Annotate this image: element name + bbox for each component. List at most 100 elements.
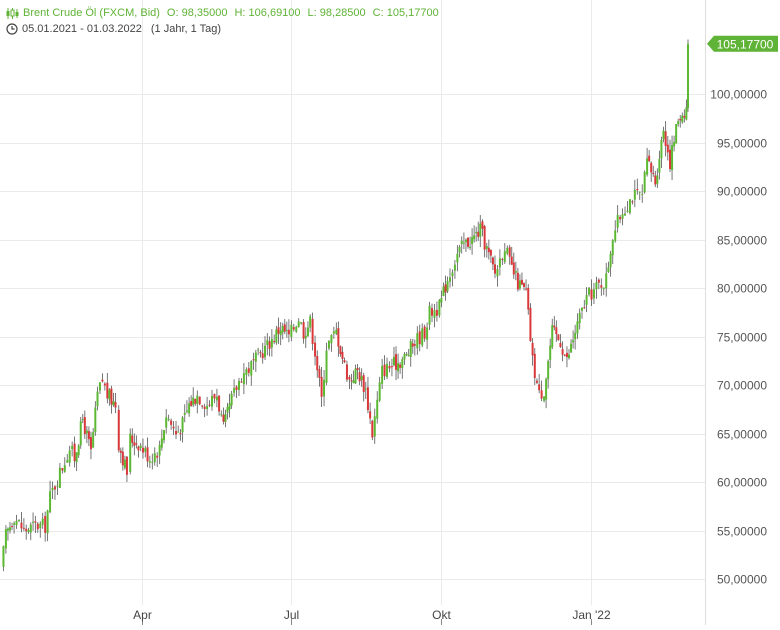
candle-body xyxy=(666,144,669,153)
candle-body xyxy=(273,341,276,343)
candle-body xyxy=(119,450,122,453)
candle-body xyxy=(46,510,49,534)
candle-body xyxy=(6,528,9,531)
candle-body xyxy=(371,420,374,438)
candle-body xyxy=(636,189,639,191)
candle-body xyxy=(103,383,106,386)
candle-body xyxy=(407,355,410,357)
candle-body xyxy=(208,404,211,406)
candle-body xyxy=(428,305,431,325)
candle-body xyxy=(356,368,359,370)
candle-body xyxy=(27,530,30,532)
candle-body xyxy=(348,376,351,380)
candle-body xyxy=(135,443,138,445)
candle-body xyxy=(514,271,517,273)
candle-body xyxy=(22,527,25,529)
candle-body xyxy=(68,450,71,463)
candle-body xyxy=(252,359,255,361)
candle-body xyxy=(585,295,588,305)
candle-body xyxy=(306,327,309,337)
candle-body xyxy=(20,522,23,529)
candle-body xyxy=(540,390,543,399)
candle-body xyxy=(570,343,573,353)
candle-body xyxy=(345,364,348,380)
candle-body xyxy=(194,398,197,404)
candle-body xyxy=(110,388,113,405)
candle-body xyxy=(489,249,492,256)
candle-body xyxy=(85,430,88,434)
candle-body xyxy=(602,287,605,290)
candle-body xyxy=(292,327,295,330)
candle-body xyxy=(44,515,47,533)
candle-body xyxy=(671,145,674,171)
candle-body xyxy=(175,431,178,435)
candle-body xyxy=(578,312,581,324)
high-value: H: 106,69100 xyxy=(234,7,301,19)
candle-body xyxy=(568,354,571,359)
candle-body xyxy=(125,456,128,475)
candle-body xyxy=(549,345,552,360)
candle-body xyxy=(483,226,486,250)
candle-body xyxy=(41,518,44,525)
candle-body xyxy=(641,194,644,196)
candle-body xyxy=(206,405,209,410)
candle-body xyxy=(449,277,452,282)
candle-body xyxy=(350,380,353,382)
candle-body xyxy=(660,140,663,159)
candle-body xyxy=(192,397,195,405)
candle-body xyxy=(390,366,393,368)
candle-body xyxy=(510,256,513,265)
candle-body xyxy=(523,283,526,287)
date-range: 05.01.2021 - 01.03.2022 xyxy=(22,23,142,35)
candle-body xyxy=(662,130,665,140)
candle-body xyxy=(600,285,603,288)
candle-body xyxy=(259,352,262,354)
candle-body xyxy=(525,288,528,290)
candle-body xyxy=(254,352,257,362)
candle-body xyxy=(652,173,655,175)
candle-body xyxy=(462,242,465,244)
candle-body xyxy=(318,369,321,378)
candle-body xyxy=(92,432,95,448)
candle-body xyxy=(247,368,250,373)
candle-body xyxy=(94,407,97,433)
candle-body xyxy=(581,307,584,311)
candle-body xyxy=(383,364,386,377)
candle-body xyxy=(275,329,278,343)
candle-body xyxy=(588,287,591,295)
candle-body xyxy=(453,264,456,271)
candle-body xyxy=(413,344,416,346)
candle-body xyxy=(316,355,319,371)
x-tick-label: Jul xyxy=(284,608,299,622)
candle-body xyxy=(17,519,20,521)
candle-body xyxy=(283,324,286,332)
candle-body xyxy=(304,335,307,339)
candle-body xyxy=(487,247,490,253)
candle-body xyxy=(561,349,564,355)
candle-body xyxy=(369,411,372,419)
candle-body xyxy=(79,421,82,446)
candle-body xyxy=(330,335,333,344)
candle-body xyxy=(529,307,532,341)
candle-body xyxy=(471,237,474,245)
candle-body xyxy=(395,354,398,370)
candle-body xyxy=(39,523,42,529)
candle-body xyxy=(213,394,216,399)
candle-body xyxy=(538,384,541,391)
candle-body xyxy=(673,142,676,147)
candle-body xyxy=(123,459,126,468)
candle-body xyxy=(81,419,84,421)
candle-body xyxy=(237,381,240,390)
candle-body xyxy=(431,308,434,316)
candle-body xyxy=(621,214,624,219)
candle-body xyxy=(683,115,686,118)
candle-body xyxy=(117,409,120,451)
candle-body xyxy=(29,524,32,533)
candle-body xyxy=(327,340,330,349)
candle-body xyxy=(654,175,657,185)
y-tick-label: 90,00000 xyxy=(717,185,767,199)
candle-body xyxy=(98,382,101,391)
candle-body xyxy=(633,189,636,200)
candle-body xyxy=(592,289,595,299)
candle-body xyxy=(196,395,199,404)
